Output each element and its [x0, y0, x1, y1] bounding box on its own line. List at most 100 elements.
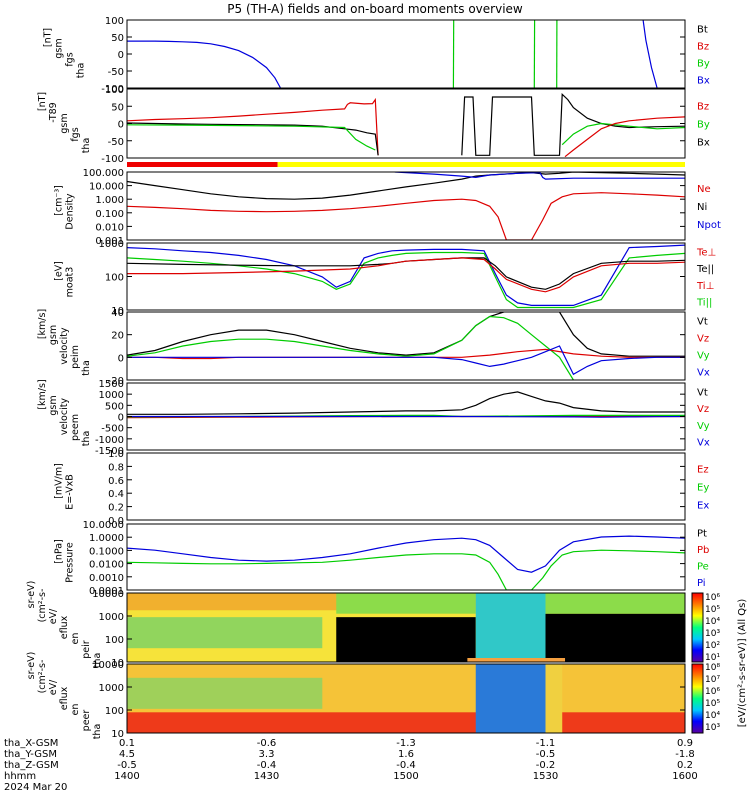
series-line-vt: [127, 392, 685, 414]
y-axis-label-line: moat3: [65, 267, 76, 298]
x-axis-value: 1.6: [398, 749, 414, 760]
legend-entry: Te⊥: [696, 247, 716, 258]
y-tick-label: 40: [111, 308, 124, 319]
colorbar-tick: 10⁴: [705, 617, 720, 627]
colorbar-tick: 10⁵: [705, 699, 720, 709]
colorbar-tick: 10⁵: [705, 605, 720, 615]
panel-frame: [127, 172, 685, 240]
colorbar-tick: 10³: [705, 629, 720, 639]
series-line-vx: [127, 417, 685, 418]
y-tick-label: 50: [111, 33, 124, 44]
y-tick-label: 0: [118, 413, 124, 424]
legend-entry: Ni: [697, 202, 707, 213]
panel-frame: [127, 20, 685, 88]
x-axis-row-label: tha_Z-GSM: [4, 760, 59, 771]
y-axis-label-line: fgs: [65, 52, 76, 66]
x-axis-value: -0.4: [396, 760, 416, 771]
x-axis-value: 4.5: [119, 749, 135, 760]
legend-entry: Pb: [697, 545, 709, 556]
colorbar: 10⁶10⁵10⁴10³10²10¹10⁸10⁷10⁶10⁵10⁴10³[eV/…: [692, 593, 748, 733]
y-axis-label-line: gsm: [48, 325, 59, 345]
y-tick-label: 10.0000: [83, 520, 124, 531]
x-axis-row-label: tha_Y-GSM: [4, 749, 57, 760]
series-line-vx: [127, 346, 685, 374]
series-line-bx: [127, 41, 281, 88]
panel-density: 100.00010.0001.0000.1000.0100.001Density…: [54, 168, 721, 247]
y-axis-label-line: fgs: [70, 127, 81, 141]
x-axis-value: -0.2: [536, 760, 556, 771]
y-tick-label: 1000: [99, 683, 124, 694]
y-tick-label: -50: [108, 67, 124, 78]
series-line-vt: [127, 306, 685, 356]
y-axis-label-line: peer: [81, 710, 92, 732]
x-axis-value: 0.2: [677, 760, 693, 771]
series-line-pi: [127, 536, 685, 572]
legend-entry: Vt: [697, 387, 708, 398]
y-axis-label-line: sr-eV): [26, 652, 37, 680]
y-tick-label: 10000: [92, 660, 124, 671]
y-tick-label: 0: [118, 50, 124, 61]
colorbar-tick: 10⁶: [705, 593, 720, 603]
x-axis-value: 1500: [393, 771, 418, 782]
x-axis-value: 3.3: [259, 749, 275, 760]
y-tick-label: -1000: [95, 435, 124, 446]
legend-entry: Ti||: [696, 298, 712, 309]
legend-entry: Ex: [697, 501, 709, 512]
x-axis-value: -1.1: [536, 738, 556, 749]
y-axis-label-line: [mV/m]: [54, 463, 65, 499]
y-axis-label: Pressure[nPa]: [54, 539, 76, 583]
y-axis-label-line: E=-VxB: [65, 474, 76, 509]
y-tick-label: 100: [105, 85, 124, 96]
x-axis-value: 1600: [672, 771, 697, 782]
y-tick-label: 100: [105, 16, 124, 27]
series-line-pe: [127, 550, 685, 590]
y-axis-label-line: tha: [81, 360, 92, 376]
y-tick-label: 10.000: [89, 182, 124, 193]
x-axis-value: 1430: [254, 771, 279, 782]
legend-entry: Bt: [697, 25, 708, 36]
legend-entry: Ey: [697, 483, 709, 494]
y-axis-label-line: velocity: [59, 327, 70, 365]
y-tick-label: 1.000: [95, 195, 124, 206]
y-tick-label: 0: [118, 120, 124, 131]
y-axis-label: moat3[eV]: [54, 261, 76, 297]
series-line-bz: [565, 117, 685, 157]
colorbar-bottom: [692, 664, 703, 733]
y-axis-label-line: Density: [65, 193, 76, 229]
legend-entry: Vx: [697, 368, 710, 379]
y-axis-label-line: en: [70, 704, 81, 716]
y-axis-label-line: (cm²-s-: [37, 660, 48, 694]
legend-entry: Bz: [697, 42, 709, 53]
y-axis-label-line: peim: [70, 345, 81, 369]
y-tick-label: 50: [111, 102, 124, 113]
y-axis-label-line: (cm²-s-: [37, 589, 48, 623]
y-tick-label: 1000: [99, 390, 124, 401]
panel-frame: [127, 312, 685, 380]
y-axis-label-line: tha: [81, 431, 92, 447]
colorbar-tick: 10⁶: [705, 687, 720, 697]
y-axis-label-line: gsm: [59, 113, 70, 133]
x-axis-value: 0.9: [677, 738, 693, 749]
series-line-ti: [127, 245, 685, 305]
y-tick-label: 1000: [99, 612, 124, 623]
legend-entry: Vz: [697, 334, 709, 345]
y-axis-label-line: [nT]: [43, 28, 54, 47]
y-tick-label: 1500: [99, 379, 124, 390]
y-axis-label-line: eflux: [59, 686, 70, 710]
y-axis-label-line: peir: [81, 640, 92, 659]
x-axis-value: 1400: [114, 771, 139, 782]
series-line-ne: [127, 193, 685, 240]
legend-entry: Vy: [697, 421, 710, 432]
y-tick-label: 100.000: [83, 168, 124, 179]
panel-peem-velocity: 150010005000-500-1000-1500thapeemvelocit…: [37, 379, 710, 457]
y-tick-label: 100: [105, 635, 124, 646]
y-tick-label: 0.100: [95, 209, 124, 220]
y-axis-label-line: velocity: [59, 398, 70, 436]
x-axis-row-label: hhmm: [4, 771, 36, 782]
y-axis-label-line: tha: [92, 724, 103, 740]
